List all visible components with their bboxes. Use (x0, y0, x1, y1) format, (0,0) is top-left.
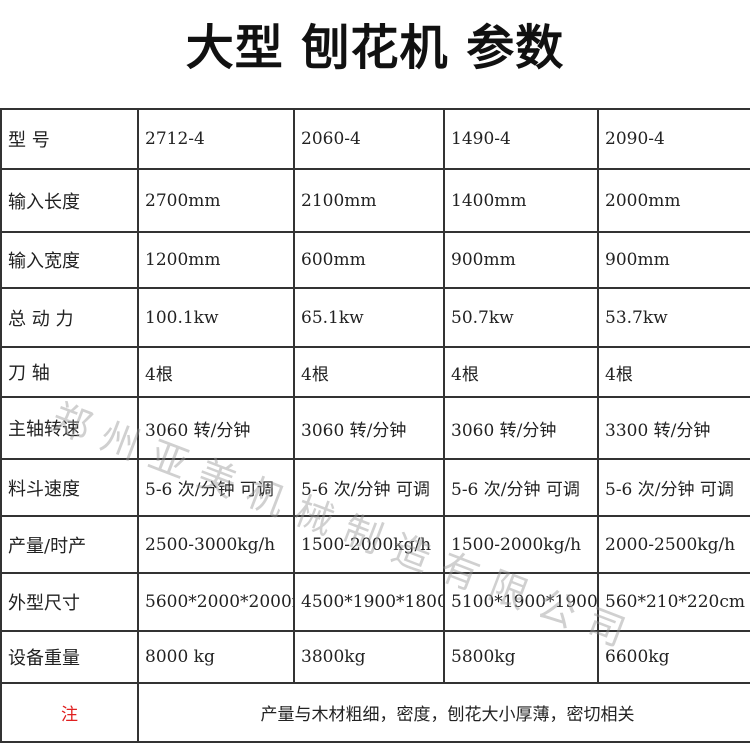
table-cell: 2090-4 (597, 108, 750, 170)
table-cell: 4根 (443, 346, 599, 398)
table-cell: 2000mm (597, 168, 750, 233)
table-cell: 900mm (443, 231, 599, 289)
table-cell: 5100*1900*1900mm (443, 572, 599, 632)
table-cell: 1490-4 (443, 108, 599, 170)
table-cell: 2000-2500kg/h (597, 515, 750, 574)
table-cell: 5-6 次/分钟 可调 (293, 458, 445, 517)
table-row: 设备重量 8000 kg 3800kg 5800kg 6600kg (0, 630, 750, 684)
table-cell: 2100mm (293, 168, 445, 233)
table-cell: 50.7kw (443, 287, 599, 348)
table-cell: 3800kg (293, 630, 445, 684)
table-cell: 3060 转/分钟 (137, 396, 295, 460)
row-label: 刀 轴 (0, 346, 139, 398)
row-label: 总 动 力 (0, 287, 139, 348)
table-row: 外型尺寸5600*2000*2000mm4500*1900*1800mm5100… (0, 572, 750, 632)
note-text: 产量与木材粗细，密度，刨花大小厚薄，密切相关 (137, 682, 750, 743)
table-cell: 6600kg (597, 630, 750, 684)
page-title: 大型 刨花机 参数 (185, 20, 565, 76)
table-cell: 2712-4 (137, 108, 295, 170)
table-cell: 5-6 次/分钟 可调 (443, 458, 599, 517)
row-label: 产量/时产 (0, 515, 139, 574)
table-cell: 2700mm (137, 168, 295, 233)
table-cell: 1200mm (137, 231, 295, 289)
row-label: 输入宽度 (0, 231, 139, 289)
table-cell: 2060-4 (293, 108, 445, 170)
table-row: 刀 轴 4根 4根 4根 4根 (0, 346, 750, 398)
table-cell: 8000 kg (137, 630, 295, 684)
row-label: 输入长度 (0, 168, 139, 233)
table-row: 产量/时产 2500-3000kg/h 1500-2000kg/h 1500-2000… (0, 515, 750, 574)
table-cell: 100.1kw (137, 287, 295, 348)
row-label: 料斗速度 (0, 458, 139, 517)
table-cell: 65.1kw (293, 287, 445, 348)
table-row: 主轴转速 3060 转/分钟 3060 转/分钟 3060 转/分钟 3300 转/分钟 (0, 396, 750, 460)
table-cell: 2500-3000kg/h (137, 515, 295, 574)
table-cell: 600mm (293, 231, 445, 289)
table-cell: 4根 (137, 346, 295, 398)
table-cell: 4500*1900*1800mm (293, 572, 445, 632)
table-cell: 5800kg (443, 630, 599, 684)
row-label: 设备重量 (0, 630, 139, 684)
table-row: 型 号 2712-4 2060-4 1490-4 2090-4 (0, 108, 750, 170)
row-label: 外型尺寸 (0, 572, 139, 632)
table-cell: 4根 (597, 346, 750, 398)
table-cell: 3060 转/分钟 (443, 396, 599, 460)
table-cell: 4根 (293, 346, 445, 398)
table-cell: 53.7kw (597, 287, 750, 348)
table-cell: 3060 转/分钟 (293, 396, 445, 460)
table-row: 料斗速度 5-6 次/分钟 可调 5-6 次/分钟 可调 5-6 次/分钟 可调 5-6… (0, 458, 750, 517)
table-cell: 5600*2000*2000mm (137, 572, 295, 632)
note-row: 注产量与木材粗细，密度，刨花大小厚薄，密切相关 (0, 682, 750, 743)
note-label: 注 (0, 682, 139, 743)
table-row: 输入长度 2700mm 2100mm 1400mm 2000mm (0, 168, 750, 233)
row-label: 型 号 (0, 108, 139, 170)
spec-table: 型 号 2712-4 2060-4 1490-4 2090-4 输入长度 2700mm 210… (0, 108, 750, 743)
table-cell: 900mm (597, 231, 750, 289)
table-cell: 5-6 次/分钟 可调 (597, 458, 750, 517)
table-cell: 560*210*220cm (597, 572, 750, 632)
table-row: 输入宽度 1200mm 600mm 900mm 900mm (0, 231, 750, 289)
row-label: 主轴转速 (0, 396, 139, 460)
table-row: 总 动 力 100.1kw 65.1kw 50.7kw 53.7kw (0, 287, 750, 348)
table-cell: 1400mm (443, 168, 599, 233)
table-cell: 1500-2000kg/h (293, 515, 445, 574)
table-cell: 5-6 次/分钟 可调 (137, 458, 295, 517)
table-cell: 3300 转/分钟 (597, 396, 750, 460)
table-cell: 1500-2000kg/h (443, 515, 599, 574)
